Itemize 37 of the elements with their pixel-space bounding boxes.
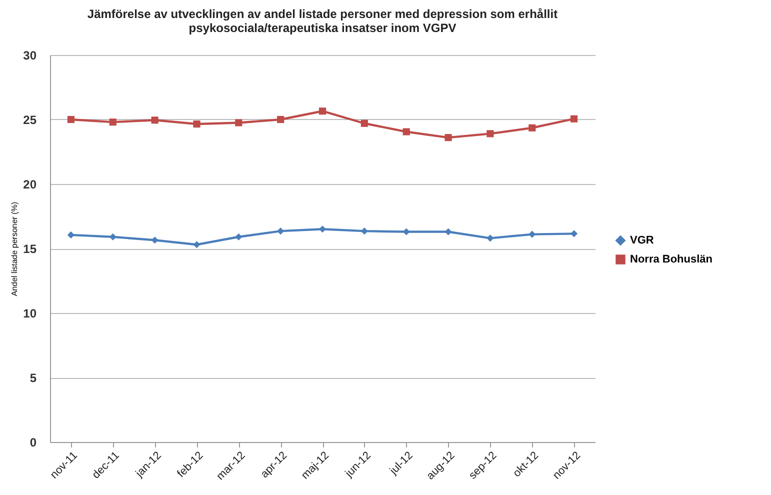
point xyxy=(444,134,452,142)
point xyxy=(193,120,200,128)
point xyxy=(486,234,494,242)
point xyxy=(67,231,74,238)
y-tick-label: 15 xyxy=(23,242,37,256)
point xyxy=(67,116,74,124)
y-tick-label: 0 xyxy=(30,436,37,450)
point xyxy=(151,116,158,124)
legend-label: Norra Bohuslän xyxy=(630,254,713,266)
point xyxy=(402,128,410,136)
point xyxy=(402,228,410,236)
point xyxy=(109,118,116,126)
legend-label: VGR xyxy=(630,234,654,246)
y-tick-label: 5 xyxy=(30,371,37,385)
point xyxy=(235,119,242,126)
point xyxy=(528,230,536,238)
point xyxy=(235,233,242,240)
point xyxy=(444,228,452,236)
y-tick-label: 30 xyxy=(23,48,37,62)
point xyxy=(193,241,200,248)
y-axis-title: Andel listade personer (%) xyxy=(10,202,20,296)
point xyxy=(277,116,284,124)
point xyxy=(277,228,284,235)
point xyxy=(486,130,494,138)
point xyxy=(318,226,326,233)
point xyxy=(528,124,536,132)
point xyxy=(360,228,368,235)
point xyxy=(570,115,578,122)
point xyxy=(360,120,368,127)
point xyxy=(151,236,158,244)
point xyxy=(109,233,116,240)
chart-title: Jämförelse av utvecklingen av andel listade personer med depression som erhållit psykosociala/terapeutiska insatser inom VGPV xyxy=(87,7,558,35)
y-tick-label: 25 xyxy=(23,113,37,127)
point xyxy=(318,108,326,115)
y-tick-label: 10 xyxy=(23,306,37,320)
point xyxy=(570,230,578,238)
y-tick-label: 20 xyxy=(23,178,37,192)
